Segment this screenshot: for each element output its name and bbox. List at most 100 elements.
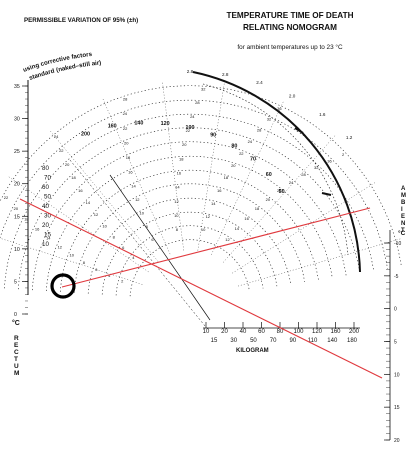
body-weight-label: 10 bbox=[42, 241, 49, 248]
arc-top-number: 90 bbox=[210, 133, 216, 139]
arc-inner-number: 10 bbox=[139, 211, 144, 216]
arc-inner-number: 18 bbox=[224, 175, 229, 180]
arc-top-number: 60 bbox=[266, 172, 272, 178]
arc-inner-number: 12 bbox=[225, 237, 230, 242]
weight-tick-top: 20 bbox=[221, 329, 228, 335]
arc-inner-number: 14 bbox=[211, 201, 216, 206]
arc-inner-number: 4 bbox=[108, 273, 111, 278]
arc-fraction-label: 2.0 bbox=[289, 94, 296, 99]
arc-inner-number: 32 bbox=[201, 86, 206, 91]
rectum-tick-label: 20 bbox=[14, 182, 20, 188]
red-line-rectum-ambient bbox=[61, 207, 371, 288]
arc-inner-number: 16 bbox=[244, 216, 249, 221]
kilogram-label: KILOGRAM bbox=[236, 348, 269, 354]
arc-inner-number: 8 bbox=[113, 235, 116, 240]
arc-inner-number: 32 bbox=[314, 165, 319, 170]
ambient-tick-label: 0 bbox=[394, 307, 397, 313]
arc-inner-number: 20 bbox=[124, 141, 129, 146]
arc-inner-number: 28 bbox=[195, 100, 200, 105]
arc-inner-number: 12 bbox=[58, 245, 63, 250]
arc-inner-number: 12 bbox=[206, 214, 211, 219]
weight-tick-bottom: 70 bbox=[270, 338, 277, 344]
outer-arc bbox=[192, 71, 361, 273]
permissible-variation-label: PERMISSIBLE VARIATION OF 95% (±h) bbox=[24, 17, 138, 24]
reference-lines bbox=[19, 198, 383, 379]
radial-lines bbox=[0, 81, 402, 327]
rectum-tick-label: 15 bbox=[14, 214, 20, 220]
marker-circle bbox=[50, 273, 76, 299]
arc-top-number: 50 bbox=[279, 189, 285, 195]
arc-inner-number: 8 bbox=[176, 227, 179, 232]
arc-top-number: 200 bbox=[81, 131, 90, 137]
nomogram-subtitle: for ambient temperatures up to 23 °C bbox=[237, 43, 343, 51]
arc-inner-number: 20 bbox=[231, 163, 236, 168]
weight-tick-top: 100 bbox=[293, 329, 304, 335]
rectum-tick-label: 5 bbox=[14, 279, 17, 285]
arc-inner-number: 18 bbox=[179, 156, 184, 161]
arc-inner-number: 6 bbox=[122, 245, 125, 250]
weight-tick-top: 160 bbox=[330, 329, 341, 335]
arc-inner-number: 20 bbox=[266, 197, 271, 202]
arc-inner-number: 16 bbox=[177, 171, 182, 176]
weight-tick-bottom: 180 bbox=[347, 338, 358, 344]
arc-inner-number: 2 bbox=[342, 152, 345, 157]
weight-tick-top: 40 bbox=[240, 329, 247, 335]
arc-inner-number: 10 bbox=[69, 253, 74, 258]
rectum-tick-label: 30 bbox=[14, 117, 20, 123]
ambient-unit: °C bbox=[398, 229, 406, 237]
arc-inner-number: 2 bbox=[121, 279, 124, 284]
arc-inner-number: 12 bbox=[174, 199, 179, 204]
arc-inner-number: 28 bbox=[301, 172, 306, 177]
arc-inner-number: 8 bbox=[146, 224, 149, 229]
body-weight-label: 60 bbox=[42, 184, 49, 191]
ambient-tick-label: 10 bbox=[394, 372, 400, 378]
arc-inner-number: 16 bbox=[78, 188, 83, 193]
arc-inner-number: 6 bbox=[151, 237, 154, 242]
arc-inner-number: 16 bbox=[35, 226, 40, 231]
weight-tick-top: 200 bbox=[349, 329, 360, 335]
arc-inner-number: 18 bbox=[255, 206, 260, 211]
arc-inner-number: 10 bbox=[102, 224, 107, 229]
body-weight-label: 80 bbox=[42, 165, 49, 172]
arc-inner-number: 16 bbox=[128, 169, 133, 174]
arc-inner-number: 12 bbox=[94, 212, 99, 217]
arc-inner-number: 10 bbox=[174, 213, 179, 218]
arc-top-number: 160 bbox=[108, 124, 117, 130]
red-line-weight bbox=[19, 198, 383, 379]
arc-inner-number: 14 bbox=[46, 236, 51, 241]
arc-inner-number: 6 bbox=[95, 267, 98, 272]
arc-inner-number: 18 bbox=[126, 155, 131, 160]
weight-tick-bottom: 30 bbox=[230, 338, 237, 344]
arc-fraction-label: 2.8 bbox=[187, 69, 194, 74]
body-weight-label: 20 bbox=[42, 222, 49, 229]
rectum-tick-label: 35 bbox=[14, 84, 20, 90]
arc-inner-number: 14 bbox=[86, 200, 91, 205]
arc-inner-number: 22 bbox=[239, 151, 244, 156]
ambient-tick-label: -10 bbox=[394, 241, 401, 247]
arc-inner-number: 24 bbox=[248, 139, 253, 144]
arc-top-number: 120 bbox=[161, 121, 170, 127]
arc-top-number: 80 bbox=[231, 143, 237, 149]
arc-inner-number: 14 bbox=[175, 185, 180, 190]
arc-inner-number: 22 bbox=[186, 128, 191, 133]
weight-tick-bottom: 15 bbox=[211, 338, 218, 344]
arc-inner-number: 24 bbox=[123, 111, 128, 116]
arc-inner-number: 22 bbox=[123, 126, 128, 131]
body-weight-label: 40 bbox=[42, 203, 49, 210]
body-weight-labels: 80 70 60 50 40 30 20 15 10 bbox=[42, 165, 51, 248]
arc-top-number: 70 bbox=[250, 157, 256, 163]
concentric-arcs bbox=[0, 85, 402, 297]
ambient-tick-label: -5 bbox=[394, 274, 399, 280]
arc-top-number: 140 bbox=[134, 120, 143, 126]
weight-tick-bottom: 110 bbox=[308, 338, 318, 344]
ambient-tick-label: 15 bbox=[394, 405, 400, 411]
arc-fraction-label: 1.6 bbox=[319, 112, 326, 117]
arc-fraction-label: 1.2 bbox=[346, 135, 353, 140]
arc-inner-number: 24 bbox=[289, 180, 294, 185]
body-weight-label: 70 bbox=[44, 175, 51, 182]
